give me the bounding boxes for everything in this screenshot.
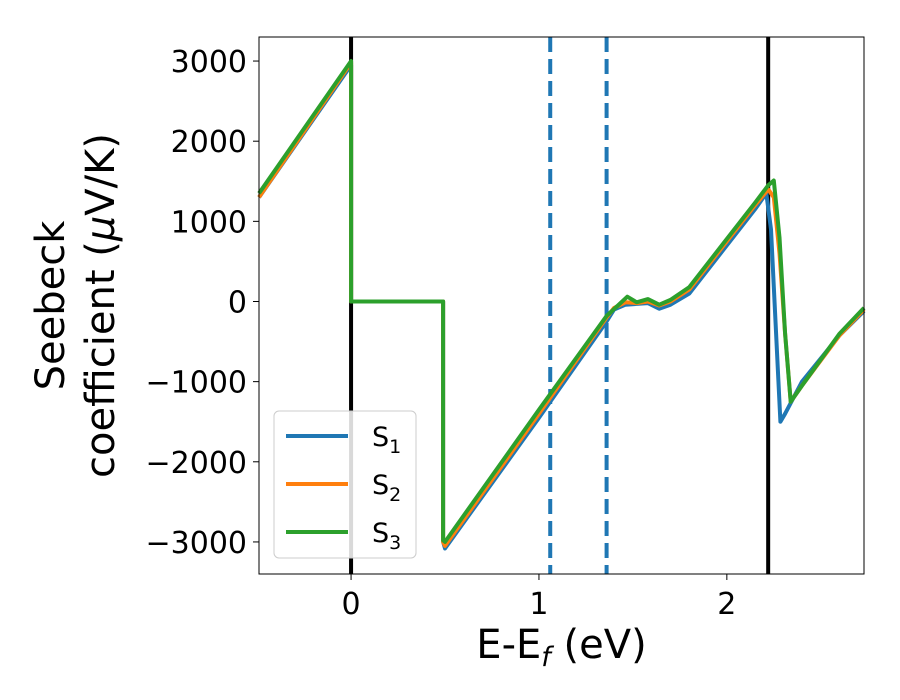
x-tick-label-0: 0 — [342, 587, 361, 622]
y-tick-label-2: 1000 — [171, 205, 247, 240]
y-tick-label-6: −3000 — [146, 526, 247, 561]
x-axis-title-unit: (eV) — [551, 622, 647, 668]
y-axis-title-unit: V/K) — [78, 133, 124, 216]
y-axis-title-text: coefficient ( — [78, 241, 124, 478]
y-axis-title-line2: coefficient (μV/K) — [78, 133, 124, 478]
y-tick-label-1: 2000 — [171, 125, 247, 160]
legend-label-s3: S3 — [372, 518, 401, 554]
legend-label-s1: S1 — [372, 422, 401, 458]
legend: S1 S2 S3 — [273, 410, 417, 559]
x-axis-title: E-Ef (eV) — [476, 622, 646, 673]
x-tick-label-1: 1 — [529, 587, 548, 622]
x-axis-title-main: E-E — [476, 622, 541, 668]
y-tick-label-4: −1000 — [146, 366, 247, 401]
series-line-s3 — [257, 59, 866, 544]
y-tick-label-3: 0 — [228, 285, 247, 320]
y-axis-title-mu: μ — [78, 216, 124, 242]
y-tick-label-5: −2000 — [146, 446, 247, 481]
plot-area-frame — [258, 36, 865, 575]
y-axis-title: Seebeck coefficient (μV/K) — [28, 133, 124, 478]
y-axis-title-line1: Seebeck — [28, 220, 74, 391]
legend-label-s2: S2 — [372, 470, 401, 506]
y-tick-label-0: 3000 — [171, 45, 247, 80]
x-tick-label-2: 2 — [717, 587, 736, 622]
